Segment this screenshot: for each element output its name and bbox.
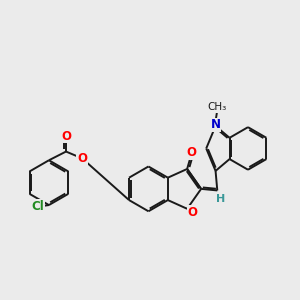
- Text: Cl: Cl: [32, 200, 44, 213]
- Text: H: H: [216, 194, 226, 204]
- Text: CH₃: CH₃: [208, 102, 227, 112]
- Text: O: O: [187, 146, 197, 159]
- Text: O: O: [188, 206, 198, 219]
- Text: O: O: [77, 152, 87, 165]
- Text: O: O: [61, 130, 71, 142]
- Text: N: N: [211, 118, 220, 131]
